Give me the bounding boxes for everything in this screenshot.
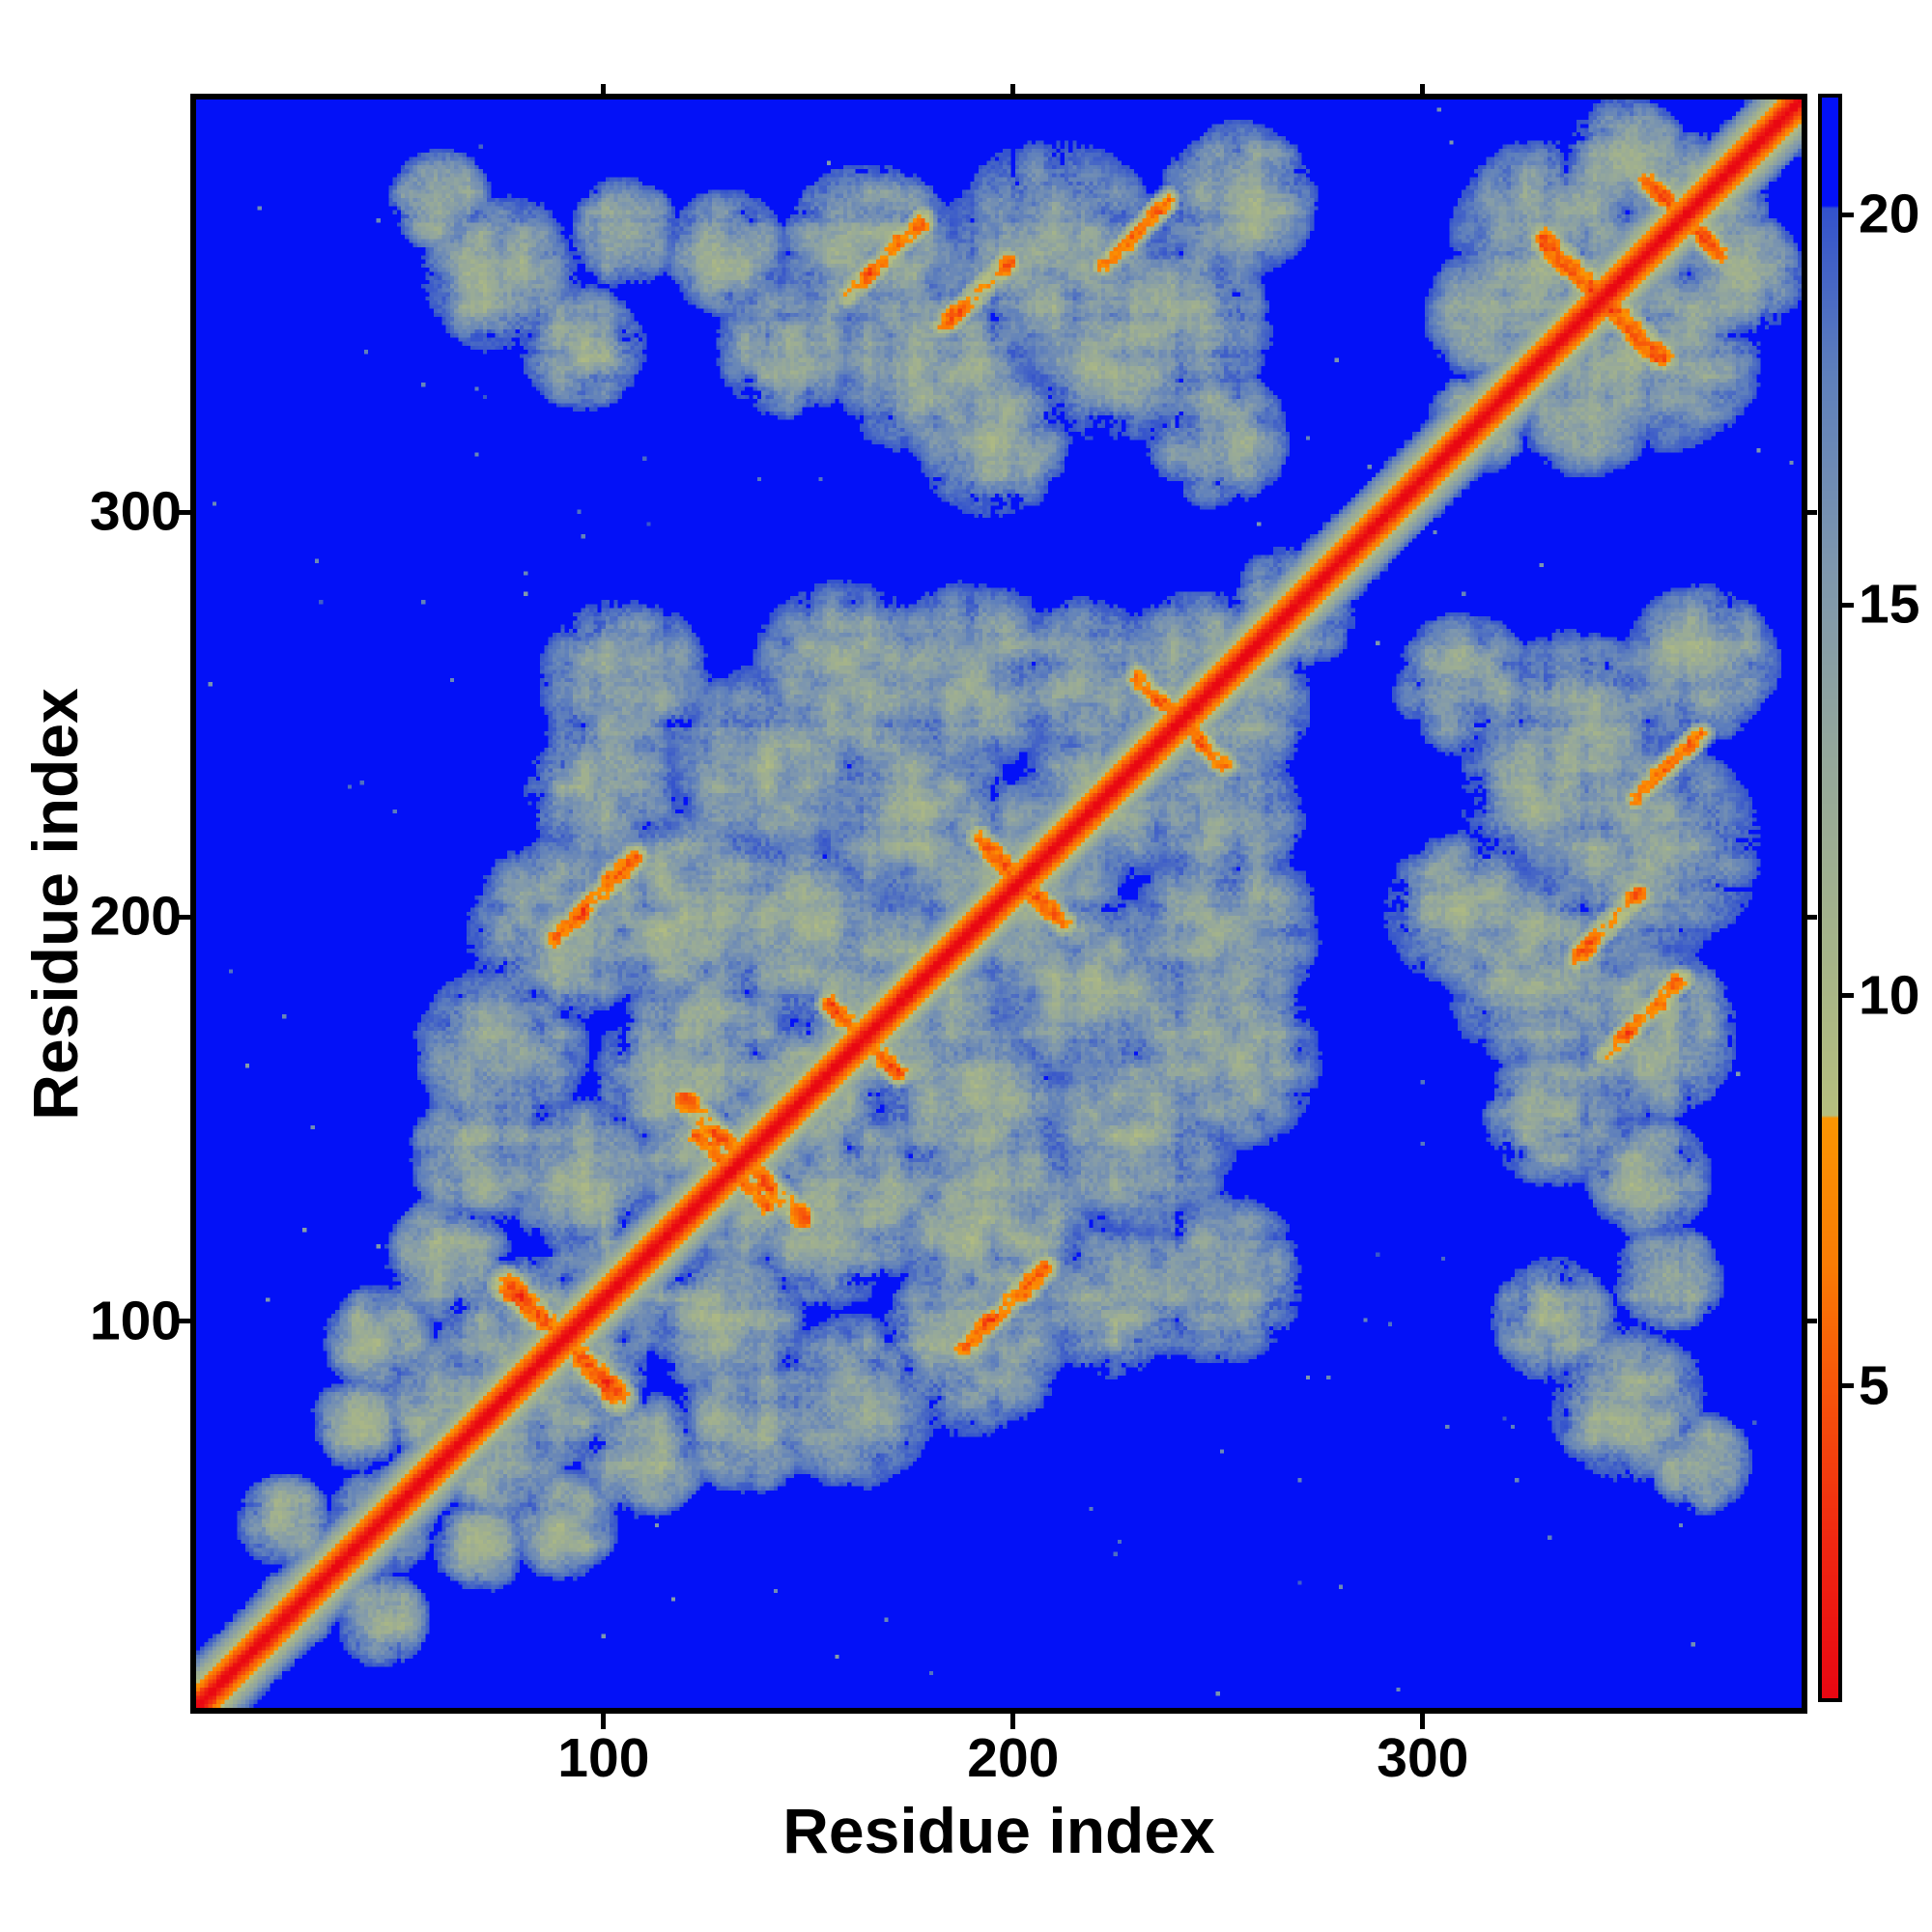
x-axis-tick (601, 1714, 607, 1729)
colorbar-tick-label: 10 (1859, 964, 1920, 1027)
colorbar-tick (1842, 993, 1854, 999)
colorbar-canvas (1822, 98, 1838, 1698)
x-axis-tick (1420, 1714, 1426, 1729)
y-axis-tick (175, 1319, 190, 1324)
y-axis-tick-label: 200 (89, 885, 182, 948)
y-axis-right-tick (1807, 914, 1817, 920)
x-axis-top-tick (1420, 84, 1426, 94)
x-axis-tick (1010, 1714, 1016, 1729)
x-axis-top-tick (601, 84, 607, 94)
y-axis-right-tick (1807, 509, 1817, 515)
x-axis-tick-label: 200 (967, 1727, 1060, 1789)
colorbar-tick-label: 5 (1859, 1354, 1889, 1417)
y-axis-label: Residue index (19, 687, 91, 1121)
x-axis-label: Residue index (782, 1795, 1215, 1866)
x-axis-top-tick (1010, 84, 1016, 94)
y-axis-tick (175, 914, 190, 920)
y-axis-right-tick (1807, 1319, 1817, 1324)
y-axis-tick-label: 100 (89, 1290, 182, 1352)
colorbar-tick-label: 20 (1859, 183, 1920, 245)
colorbar-tick-label: 15 (1859, 573, 1920, 636)
x-axis-tick-label: 300 (1377, 1727, 1469, 1789)
y-axis-tick (175, 509, 190, 515)
x-axis-tick-label: 100 (557, 1727, 650, 1789)
y-axis-tick-label: 300 (89, 480, 182, 543)
colorbar-tick (1842, 1383, 1854, 1389)
colorbar-tick (1842, 602, 1854, 608)
colorbar-tick (1842, 212, 1854, 217)
heatmap-canvas (196, 99, 1802, 1708)
